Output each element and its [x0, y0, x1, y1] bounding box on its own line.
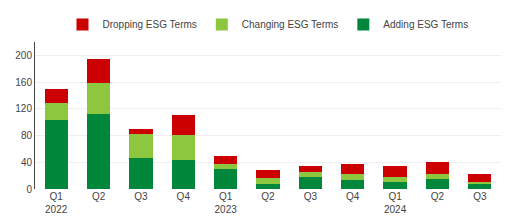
svg-text:Q3: Q3 — [134, 191, 148, 202]
svg-text:Q4: Q4 — [177, 191, 191, 202]
svg-text:Dropping ESG Terms: Dropping ESG Terms — [103, 19, 197, 30]
svg-text:Q12022: Q12022 — [45, 191, 68, 215]
svg-text:Adding ESG Terms: Adding ESG Terms — [383, 19, 468, 30]
svg-text:200: 200 — [15, 50, 32, 61]
svg-text:Changing ESG Terms: Changing ESG Terms — [242, 19, 339, 30]
svg-text:0: 0 — [26, 184, 32, 195]
svg-text:120: 120 — [15, 103, 32, 114]
svg-text:Q2: Q2 — [261, 191, 275, 202]
svg-text:80: 80 — [21, 130, 33, 141]
svg-text:Q3: Q3 — [304, 191, 318, 202]
svg-text:40: 40 — [21, 157, 33, 168]
svg-text:Q4: Q4 — [346, 191, 360, 202]
svg-text:Q12024: Q12024 — [384, 191, 407, 215]
svg-text:Q2: Q2 — [92, 191, 106, 202]
svg-text:160: 160 — [15, 77, 32, 88]
svg-text:Q12023: Q12023 — [215, 191, 238, 215]
svg-text:Q2: Q2 — [431, 191, 445, 202]
svg-text:Q3: Q3 — [473, 191, 487, 202]
